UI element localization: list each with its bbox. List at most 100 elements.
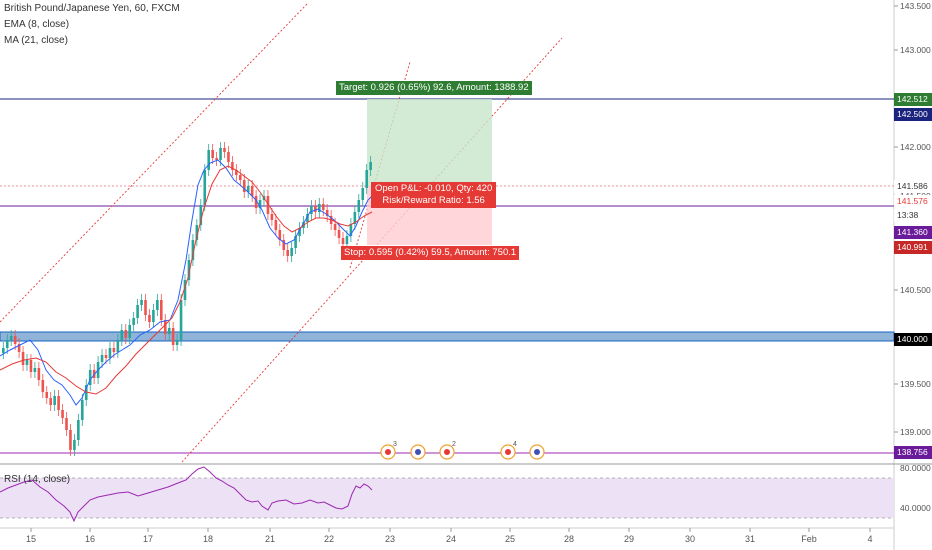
candle-body [310, 206, 313, 214]
candle-body [57, 396, 60, 410]
pnl-line: Open P&L: -0.010, Qty: 420 [375, 183, 493, 194]
candle-body [112, 348, 116, 352]
price-tick-label: 143.000 [900, 45, 931, 55]
price-label: 141.586 [894, 180, 932, 193]
symbol-title[interactable]: British Pound/Japanese Yen, 60, FXCM [4, 3, 180, 14]
stop-label[interactable]: Stop: 0.595 (0.42%) 59.5, Amount: 750.1 [341, 246, 520, 260]
candle-body [136, 305, 139, 318]
price-label: 140.991 [894, 241, 932, 254]
candle-body [290, 248, 293, 256]
candle-body [345, 236, 349, 244]
candle-body [108, 348, 112, 358]
candle-body [298, 228, 301, 236]
candle-body [353, 212, 357, 224]
support-zone [0, 331, 895, 342]
candle-body [187, 260, 191, 280]
candle-body [144, 300, 147, 315]
time-tick-label: Feb [801, 534, 817, 544]
rsi-tick-label: 80.0000 [900, 463, 931, 473]
candle-body [45, 392, 49, 398]
candle-body [337, 230, 341, 238]
candle-body [171, 328, 175, 345]
candle-body [369, 162, 372, 170]
candle-body [242, 180, 246, 192]
time-tick-label: 29 [624, 534, 634, 544]
time-tick-label: 16 [85, 534, 95, 544]
candle-body [321, 204, 325, 210]
candle-body [140, 300, 143, 305]
candle-body [167, 328, 171, 334]
price-label: 13:38 [894, 209, 932, 222]
candle-body [282, 240, 286, 250]
ma-legend[interactable]: MA (21, close) [4, 35, 68, 46]
rsi-axis-ticks: 80.0000 40.0000 [900, 463, 931, 513]
candle-body [156, 300, 159, 310]
candle-body [120, 330, 124, 340]
candle-body [132, 318, 135, 325]
rsi-band [0, 478, 894, 518]
candle-body [365, 170, 368, 188]
rsi-legend[interactable]: RSI (14, close) [4, 474, 71, 485]
candle-body [211, 150, 214, 158]
ema-legend[interactable]: EMA (8, close) [4, 19, 70, 30]
time-axis-ticks: 15 16 17 18 21 22 23 24 25 28 29 30 31 Feb 4 [26, 528, 873, 544]
time-tick-label: 22 [324, 534, 334, 544]
candle-body [306, 214, 309, 222]
candle-body [278, 230, 282, 240]
candle-body [195, 225, 199, 240]
event-flag-icon [415, 449, 421, 455]
candle-body [266, 196, 270, 214]
candle-body [37, 368, 41, 380]
candle-body [239, 175, 242, 180]
price-tick-label: 139.000 [900, 427, 931, 437]
time-tick-label: 28 [564, 534, 574, 544]
price-label: 142.500 [894, 108, 932, 121]
price-label: 141.576 [894, 195, 932, 208]
candle-body [250, 186, 254, 196]
time-tick-label: 31 [745, 534, 755, 544]
candlestick-series [2, 142, 372, 456]
position-profit-zone [367, 99, 492, 186]
candle-body [5, 340, 9, 348]
time-tick-label: 24 [446, 534, 456, 544]
candle-body [191, 240, 195, 260]
event-markers[interactable]: 3 2 4 [380, 441, 545, 460]
candle-body [148, 315, 151, 322]
candle-body [254, 196, 258, 208]
candle-body [286, 250, 289, 256]
event-count: 3 [393, 441, 397, 448]
candle-body [203, 170, 207, 205]
candle-body [274, 220, 278, 230]
time-tick-label: 23 [385, 534, 395, 544]
candle-body [2, 348, 5, 353]
ema-line [0, 159, 373, 406]
candle-body [49, 398, 52, 405]
event-count: 2 [452, 441, 456, 448]
rsi-line [0, 466, 373, 523]
price-label: 142.512 [894, 93, 932, 106]
candle-body [73, 440, 76, 450]
target-label[interactable]: Target: 0.926 (0.65%) 92.6, Amount: 1388… [336, 81, 532, 95]
pnl-box[interactable]: Open P&L: -0.010, Qty: 420 Risk/Reward R… [371, 182, 497, 208]
candle-body [61, 410, 64, 418]
ma-line [0, 165, 373, 395]
candle-body [341, 238, 345, 244]
event-flag-icon [534, 449, 540, 455]
candle-body [160, 300, 163, 320]
candle-body [235, 170, 238, 175]
candle-body [227, 152, 230, 162]
candle-body [25, 360, 29, 365]
event-flag-icon [505, 449, 511, 455]
event-flag-icon [385, 449, 391, 455]
time-tick-label: 18 [203, 534, 213, 544]
candle-body [333, 224, 337, 230]
candle-body [53, 396, 56, 405]
candle-body [361, 188, 365, 200]
price-tick-label: 139.500 [900, 379, 931, 389]
price-tick-label: 142.000 [900, 142, 931, 152]
candle-body [325, 210, 329, 216]
candle-body [9, 336, 13, 340]
candle-body [17, 344, 21, 352]
rsi-tick-label: 40.0000 [900, 503, 931, 513]
candle-body [41, 380, 45, 392]
